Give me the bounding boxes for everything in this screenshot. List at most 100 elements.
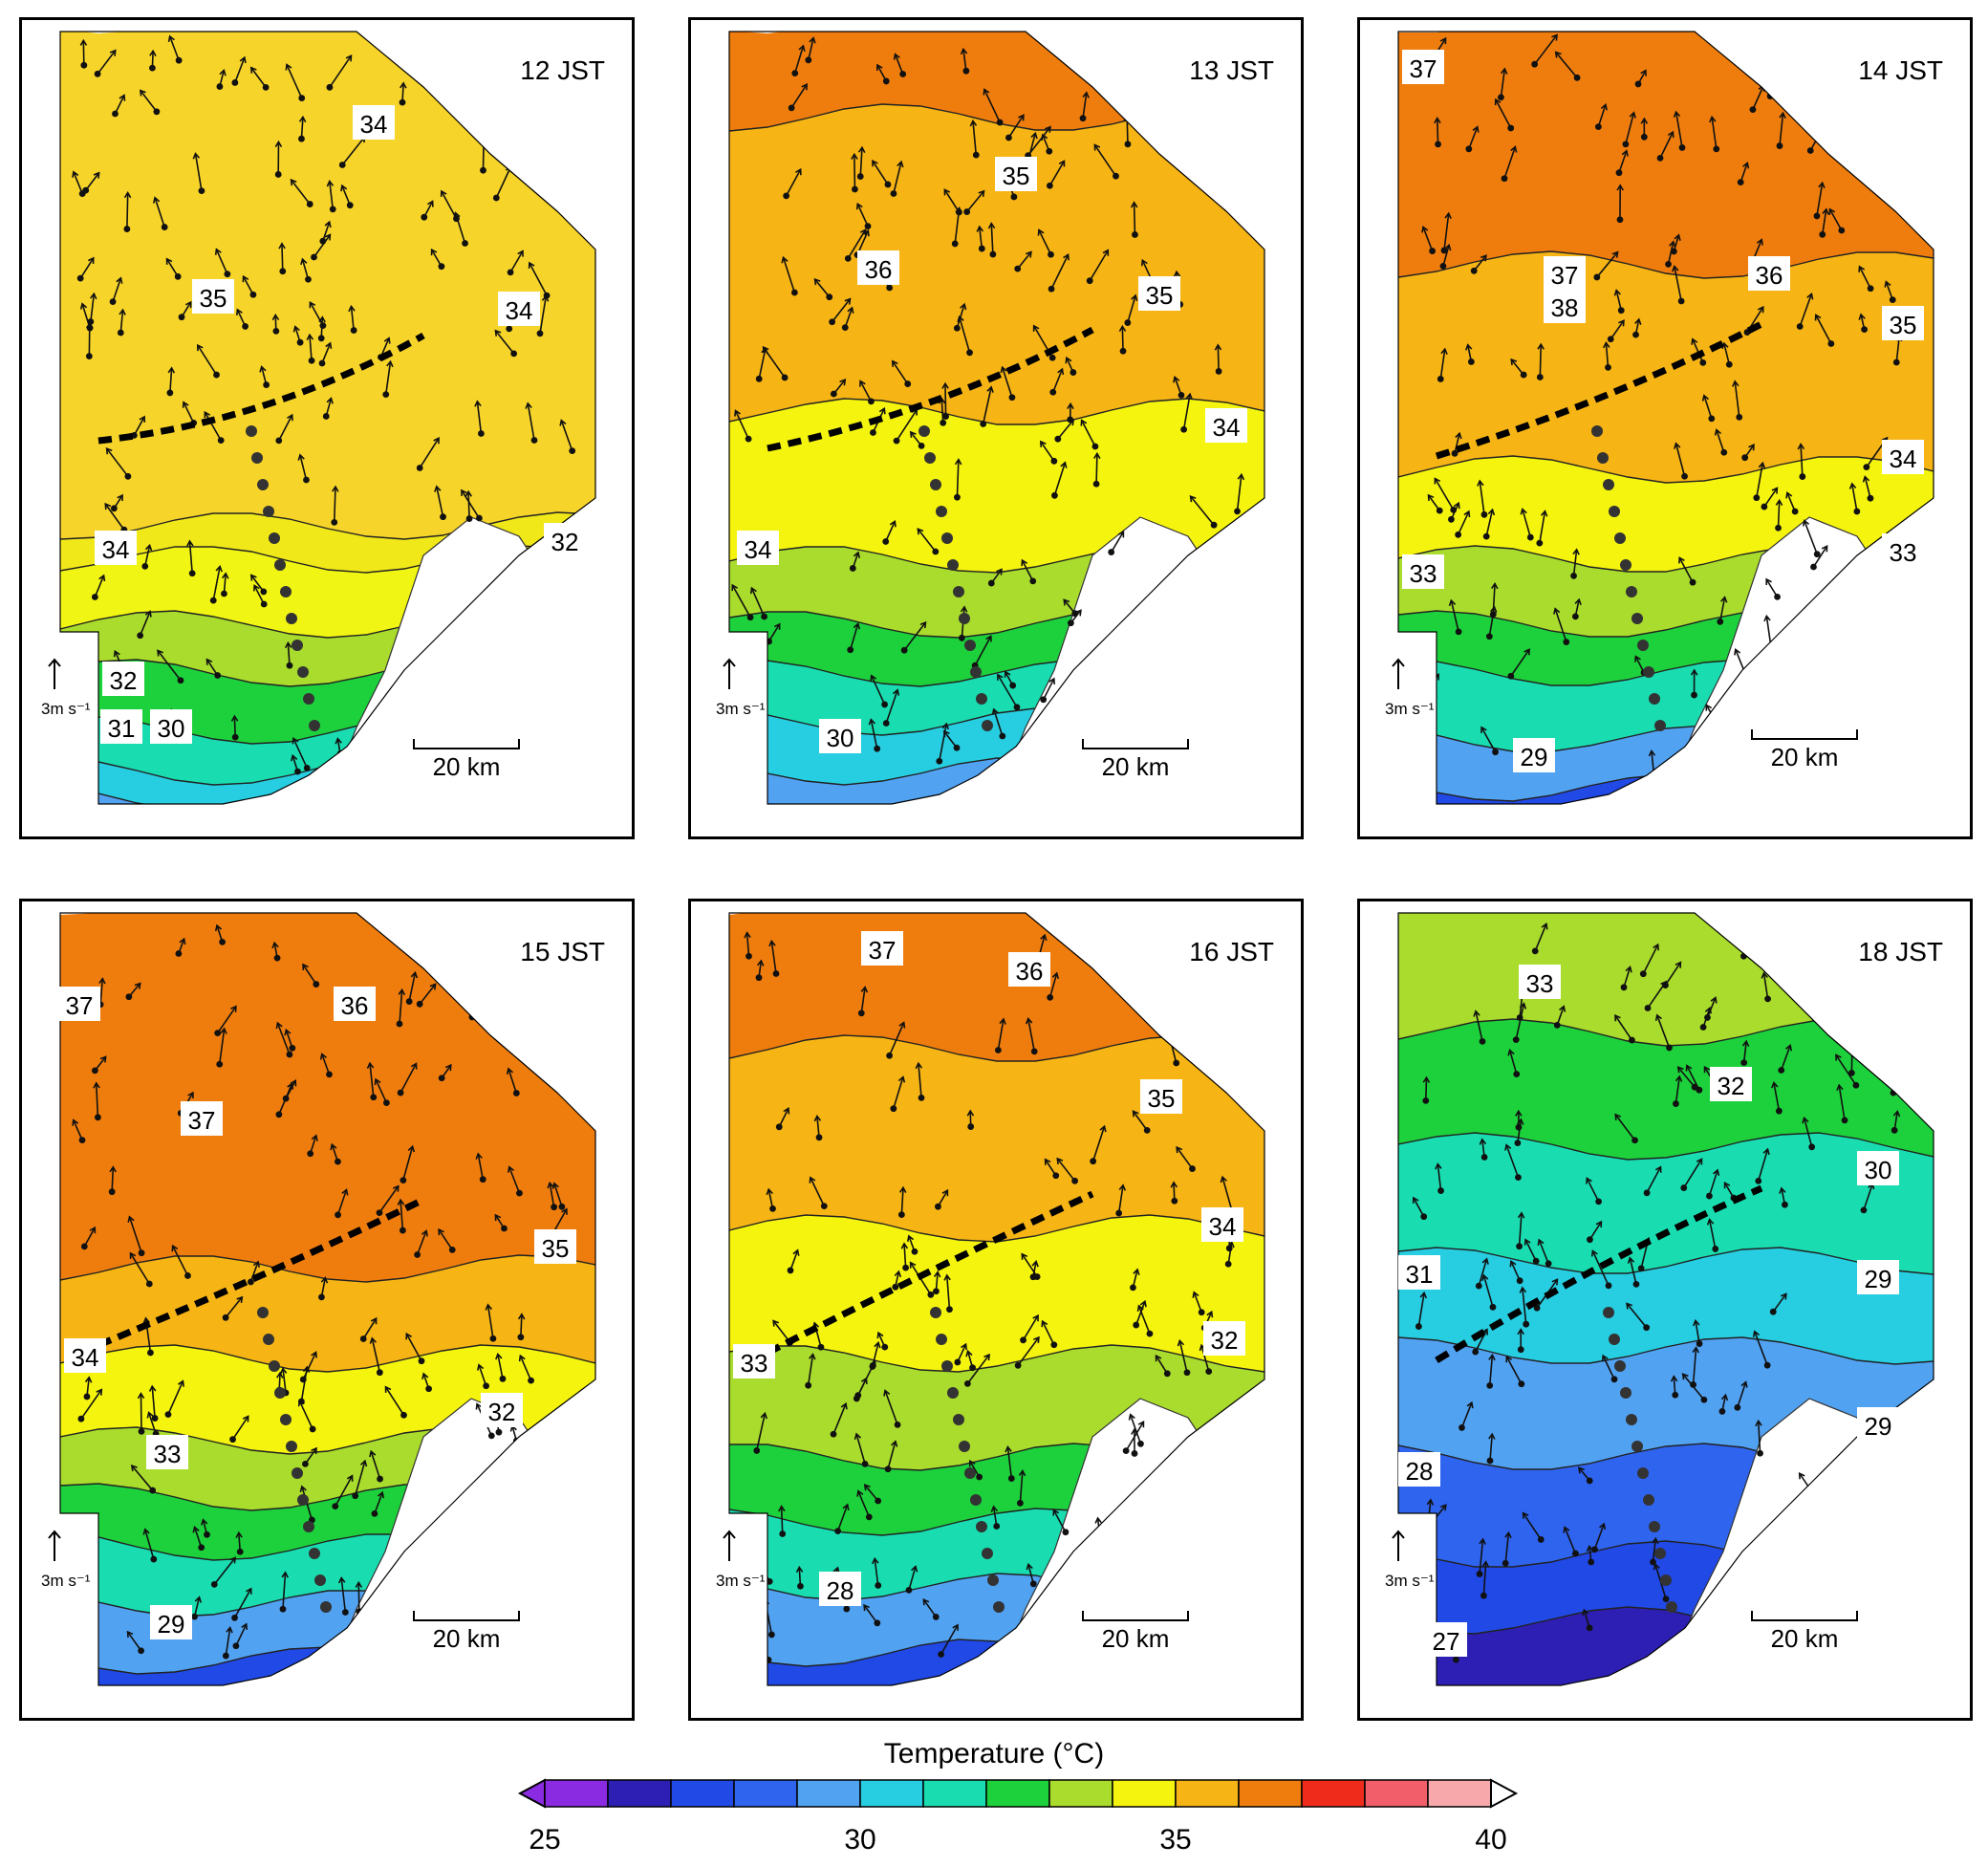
svg-text:32: 32 [488,1398,516,1426]
svg-text:30: 30 [158,714,185,743]
svg-text:33: 33 [741,1349,768,1378]
colorbar-tick-label: 25 [529,1824,560,1856]
svg-text:29: 29 [158,1610,185,1639]
isotherm-label: 28 [819,1572,861,1606]
sea-breeze-front-line [1435,1184,1763,1363]
isotherm-line [729,398,1264,426]
isotherm-line [1398,1132,1934,1161]
svg-text:36: 36 [1756,261,1783,290]
map-panel-16-jst: 16 JST 37 36 35 34 33 32 28 3m s⁻¹ 20 km [688,899,1304,1721]
isotherm-label: 31 [1398,1255,1440,1290]
colorbar-segment [796,1779,861,1808]
temperature-band [729,104,1264,431]
isotherm-label: 36 [1008,952,1050,987]
region-outline [1397,31,1934,805]
isotherm-label: 34 [95,531,137,565]
svg-text:20 km: 20 km [1771,743,1839,771]
sea-breeze-front-line [97,332,425,445]
isotherm-line [729,1214,1264,1243]
convergence-dots [1603,1307,1677,1613]
sea-breeze-front-line [97,1196,425,1349]
isotherm-label: 36 [857,250,899,285]
sea-breeze-front-line [767,326,1094,452]
svg-text:27: 27 [1433,1627,1460,1656]
svg-text:20 km: 20 km [433,752,501,781]
colorbar-tick-label: 35 [1159,1824,1191,1856]
isotherm-label: 30 [150,709,192,744]
isotherm-label: 35 [192,279,234,314]
svg-text:38: 38 [1551,293,1579,322]
distance-scale-bar: 20 km [1751,1611,1858,1653]
svg-text:37: 37 [1410,54,1437,83]
temperature-band [1398,1133,1934,1280]
svg-text:30: 30 [1865,1156,1892,1184]
isotherm-label: 37 [181,1101,223,1136]
svg-text:34: 34 [102,535,130,564]
svg-text:3m s⁻¹: 3m s⁻¹ [716,700,766,718]
svg-text:3m s⁻¹: 3m s⁻¹ [716,1572,766,1590]
region-outline [59,31,596,805]
region-outline [1397,912,1934,1686]
distance-scale-bar: 20 km [1082,739,1189,781]
isotherm-label: 32 [544,523,586,557]
svg-text:3m s⁻¹: 3m s⁻¹ [1385,1572,1435,1590]
map-panel-14-jst: 14 JST 37 37 38 36 35 34 33 33 29 3m s⁻¹ 20 km [1357,17,1973,839]
svg-text:33: 33 [1526,969,1554,998]
svg-text:35: 35 [1003,162,1030,190]
svg-text:28: 28 [827,1576,854,1605]
isotherm-label: 34 [498,292,540,326]
panel-time-label: 15 JST [520,937,605,966]
svg-text:32: 32 [1211,1326,1239,1355]
svg-text:3m s⁻¹: 3m s⁻¹ [41,700,91,718]
isotherm-label: 34 [1201,1207,1243,1242]
svg-text:31: 31 [1406,1260,1434,1289]
isotherm-label: 38 [1544,289,1586,323]
svg-text:29: 29 [1521,743,1548,771]
map-panel-13-jst: 13 JST 35 36 35 34 34 30 3m s⁻¹ 20 km [688,17,1304,839]
colorbar-tick-label: 40 [1475,1824,1506,1856]
isotherm-line [60,511,595,540]
colorbar-segment [1048,1779,1113,1808]
isotherm-label: 29 [150,1605,192,1639]
isotherm-label: 29 [1857,1260,1899,1294]
colorbar-segment [1364,1779,1429,1808]
svg-text:37: 37 [869,936,897,965]
isotherm-label: 34 [737,531,779,565]
isotherm-label: 33 [1519,965,1561,999]
svg-text:3m s⁻¹: 3m s⁻¹ [41,1572,91,1590]
colorbar-segment [922,1779,987,1808]
colorbar-segment [1301,1779,1366,1808]
temperature-band [729,913,1264,1068]
colorbar-segment [1427,1779,1492,1808]
temperature-band [1398,251,1934,488]
svg-text:34: 34 [1890,445,1917,473]
svg-text:20 km: 20 km [1771,1624,1839,1653]
distance-scale-bar: 20 km [413,1611,520,1653]
isotherm-label: 32 [481,1393,523,1427]
isotherm-label: 34 [1882,440,1924,474]
panel-time-label: 14 JST [1858,55,1943,85]
isotherm-label: 33 [1402,554,1444,589]
isotherm-label: 35 [534,1229,576,1264]
convergence-dots [930,1307,1005,1613]
isotherm-label: 32 [102,662,144,696]
region-outline [59,912,596,1686]
panel-time-label: 18 JST [1858,937,1943,966]
isotherm-label: 29 [1513,738,1555,772]
panel-time-label: 13 JST [1189,55,1274,85]
svg-text:20 km: 20 km [433,1624,501,1653]
svg-text:20 km: 20 km [1102,1624,1170,1653]
svg-text:33: 33 [1410,559,1437,588]
isotherm-label: 37 [58,987,100,1021]
colorbar-segment [859,1779,924,1808]
svg-text:28: 28 [1406,1457,1434,1486]
station-observations [1405,33,1916,786]
wind-scale-arrow: 3m s⁻¹ [41,658,91,718]
colorbar-segment [1175,1779,1240,1808]
svg-text:31: 31 [108,714,136,743]
wind-scale-arrow: 3m s⁻¹ [716,1530,766,1590]
isotherm-label: 32 [1710,1067,1752,1101]
convergence-dots [1591,425,1666,731]
wind-scale-arrow: 3m s⁻¹ [1385,1530,1435,1590]
svg-text:37: 37 [1551,261,1579,290]
